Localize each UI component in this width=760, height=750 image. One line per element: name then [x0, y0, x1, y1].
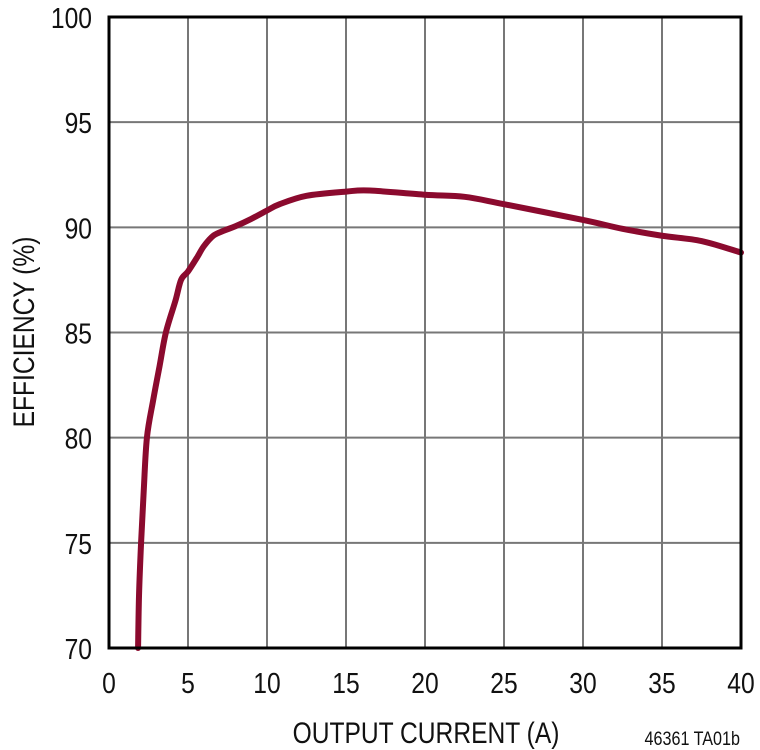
y-tick-label: 100: [51, 2, 92, 34]
y-tick-label: 95: [65, 107, 92, 139]
x-tick-label: 20: [411, 667, 438, 699]
y-tick-label: 85: [65, 318, 92, 350]
y-axis-tick-labels: 70 75 80 85 90 95 100: [51, 2, 92, 665]
figure-footnote: 46361 TA01b: [645, 728, 741, 750]
x-tick-label: 5: [181, 667, 195, 699]
x-tick-label: 30: [569, 667, 596, 699]
y-tick-label: 80: [65, 423, 92, 455]
efficiency-curve: [135, 187, 744, 651]
y-tick-label: 70: [65, 633, 92, 665]
x-tick-label: 15: [332, 667, 359, 699]
x-tick-label: 0: [102, 667, 116, 699]
efficiency-curve-layer: [135, 187, 744, 651]
y-axis-title: EFFICIENCY (%): [7, 237, 41, 428]
x-axis-title: OUTPUT CURRENT (A): [293, 716, 560, 750]
x-tick-label: 25: [490, 667, 517, 699]
grid-lines: [109, 17, 741, 648]
y-tick-label: 90: [65, 212, 92, 244]
y-tick-label: 75: [65, 528, 92, 560]
x-axis-tick-labels: 0 5 10 15 20 25 30 35 40: [102, 667, 755, 699]
x-tick-label: 35: [648, 667, 675, 699]
x-tick-label: 10: [253, 667, 280, 699]
plot-border: [107, 15, 743, 650]
x-tick-label: 40: [727, 667, 754, 699]
